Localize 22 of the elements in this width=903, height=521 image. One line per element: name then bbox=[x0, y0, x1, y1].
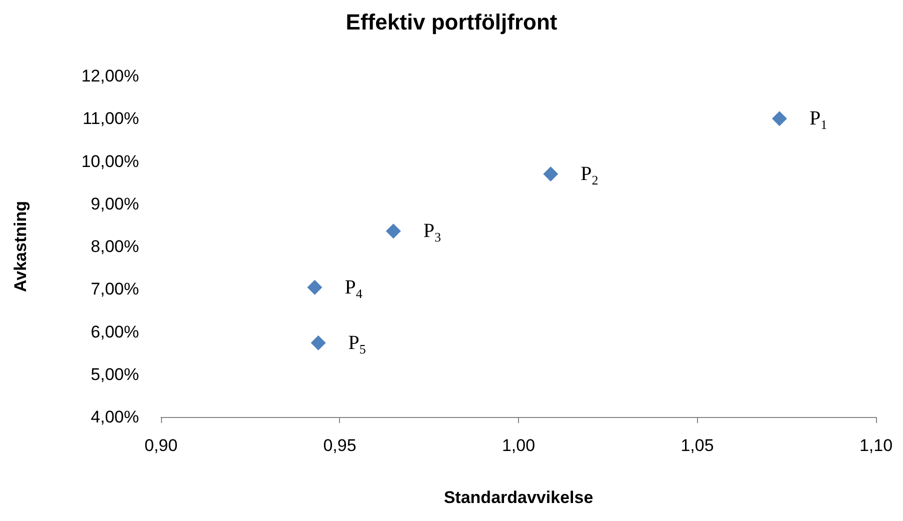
point bbox=[307, 280, 322, 295]
x-tick-label: 1,05 bbox=[680, 436, 714, 455]
y-tick-label: 8,00% bbox=[90, 237, 139, 256]
y-tick-label: 12,00% bbox=[81, 66, 139, 86]
x-tick-label: 0,95 bbox=[323, 436, 356, 455]
y-tick-label: 5,00% bbox=[90, 364, 139, 384]
point bbox=[543, 166, 558, 182]
y-tick-label: 6,00% bbox=[90, 322, 139, 342]
y-tick-label: 11,00% bbox=[82, 109, 139, 128]
y-tick-label: 4,00% bbox=[90, 408, 139, 426]
chart-title: Effektiv portföljfront bbox=[346, 10, 558, 34]
y-tick-label: 9,00% bbox=[90, 194, 139, 214]
x-tick-label: 1,00 bbox=[502, 436, 536, 455]
y-tick-label: 10,00% bbox=[81, 152, 139, 171]
y-tick-label: 7,00% bbox=[90, 280, 139, 299]
point bbox=[310, 335, 326, 350]
x-tick-label: 0,90 bbox=[144, 436, 178, 455]
point bbox=[772, 111, 787, 126]
x-tick-label: 1,10 bbox=[859, 436, 893, 455]
y-axis-title: Avkastning bbox=[11, 200, 30, 292]
x-axis-title: Standardavvikelse bbox=[444, 488, 594, 507]
point bbox=[386, 224, 401, 239]
